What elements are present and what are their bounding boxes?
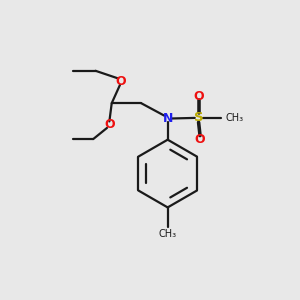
Text: O: O [193, 90, 204, 103]
Text: O: O [195, 133, 206, 146]
Text: S: S [194, 111, 203, 124]
Text: O: O [104, 118, 115, 131]
Text: O: O [115, 76, 126, 88]
Text: CH₃: CH₃ [159, 229, 177, 239]
Text: CH₃: CH₃ [225, 113, 243, 123]
Text: N: N [163, 112, 173, 125]
